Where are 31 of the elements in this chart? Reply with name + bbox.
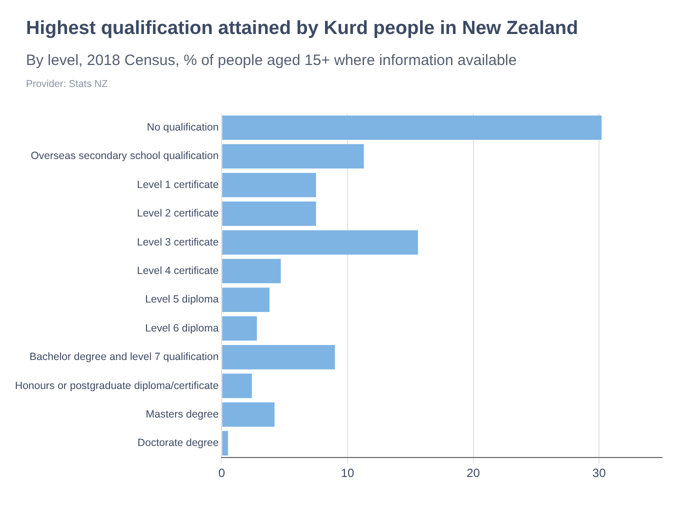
x-tick-label: 20: [466, 466, 480, 480]
chart-title: Highest qualification attained by Kurd people in New Zealand: [26, 18, 580, 40]
chart-subtitle: By level, 2018 Census, % of people aged 15+ where information available: [26, 52, 518, 69]
y-tick-label: Honours or postgraduate diploma/certificate: [14, 380, 219, 392]
y-tick-label: Doctorate degree: [138, 437, 219, 450]
text: Provider: Stats NZ: [26, 79, 109, 90]
y-tick-label: Level 2 certificate: [136, 208, 219, 220]
bar: [222, 402, 275, 427]
bar: [222, 230, 418, 255]
y-tick-label: Level 5 diploma: [145, 294, 219, 306]
bar: [222, 316, 257, 341]
y-tick-label: Level 1 certificate: [136, 178, 219, 191]
bar: [222, 374, 252, 398]
bar: [222, 258, 281, 284]
bar: [222, 431, 228, 456]
y-tick-label: Overseas secondary school qualification: [30, 150, 219, 162]
bar: [222, 202, 316, 226]
bar: [222, 172, 316, 198]
x-tick-label: 10: [340, 466, 354, 480]
y-tick-label: Level 3 certificate: [136, 236, 219, 248]
y-tick-label: Masters degree: [146, 408, 219, 420]
bar: [222, 344, 335, 370]
bar: [222, 144, 364, 169]
bar: [222, 288, 270, 312]
y-tick-label: Bachelor degree and level 7 qualification: [30, 351, 219, 364]
y-tick-label: Level 6 diploma: [145, 322, 219, 334]
x-tick-label: 0: [218, 466, 226, 480]
y-tick-label: Level 4 certificate: [136, 264, 219, 277]
x-tick-label: 30: [592, 466, 606, 480]
y-tick-label: No qualification: [146, 122, 219, 134]
bar: [222, 115, 602, 140]
